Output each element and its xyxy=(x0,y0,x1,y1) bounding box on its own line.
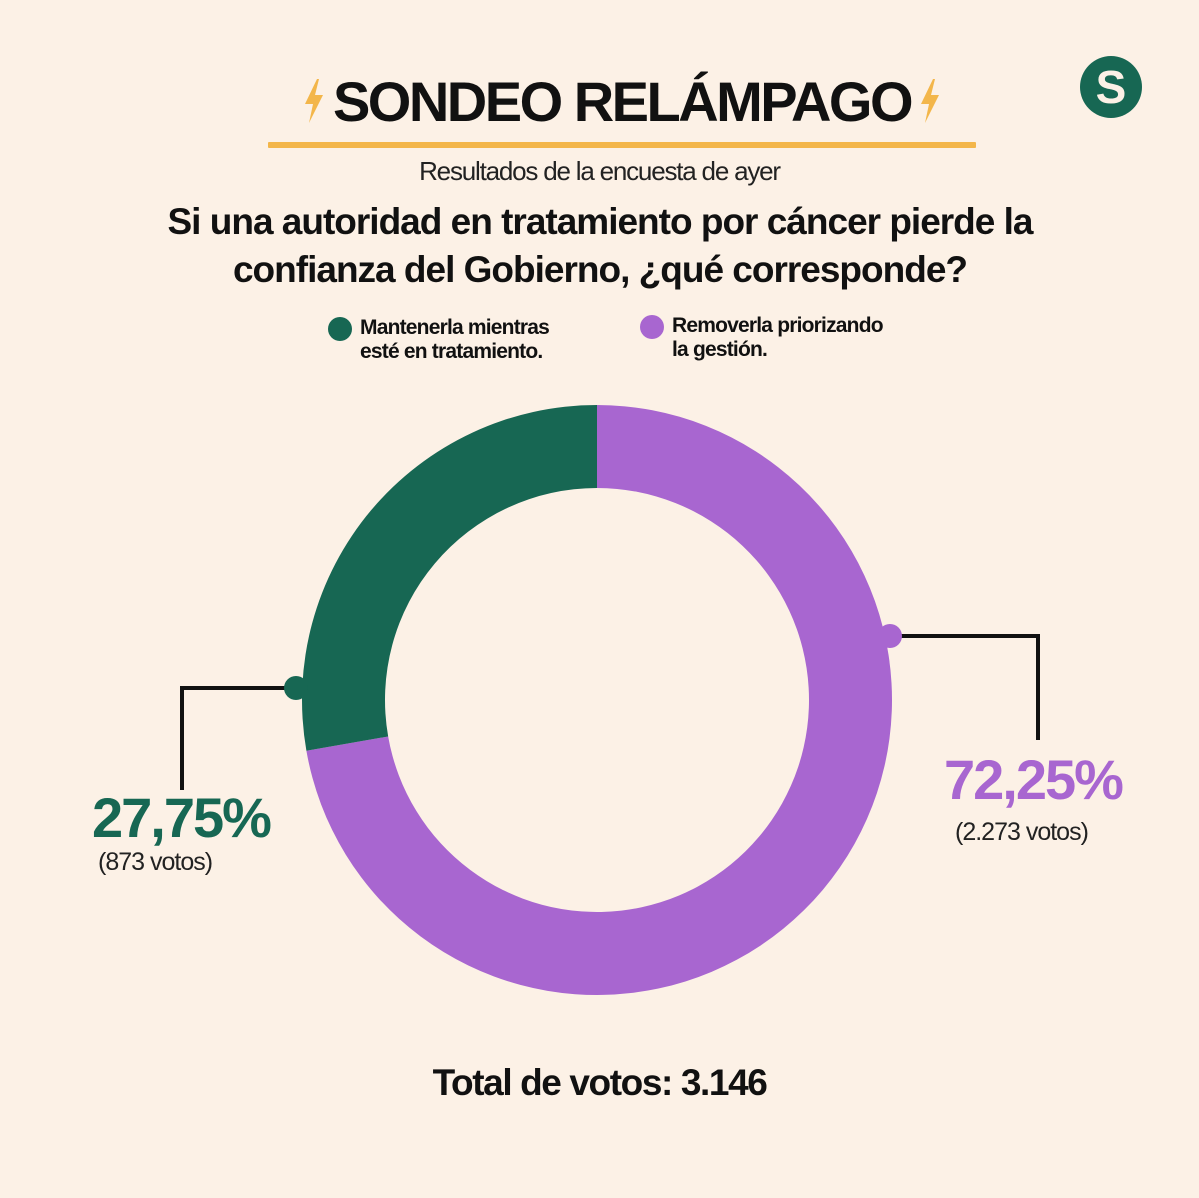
legend-dot-green xyxy=(328,317,352,341)
title-underline xyxy=(268,142,976,148)
legend-item-remove: Removerla priorizando la gestión. xyxy=(640,314,884,362)
lightning-bolt-icon xyxy=(921,79,940,123)
data-label-keep: 27,75% xyxy=(92,786,272,849)
brand-logo: S xyxy=(1080,56,1142,118)
legend-item-keep: Mantenerla mientras esté en tratamiento. xyxy=(328,316,550,364)
leader-line-green xyxy=(180,686,296,790)
total-votes: Total de votos: 3.146 xyxy=(432,1062,768,1103)
legend-label-keep: Mantenerla mientras esté en tratamiento. xyxy=(360,316,550,363)
votes-label-keep: (873 votos) xyxy=(98,848,213,876)
leader-dot-purple xyxy=(878,624,902,648)
legend-label-remove: Removerla priorizando la gestión. xyxy=(672,314,884,361)
donut-slice-keep xyxy=(302,405,597,751)
leader-line-purple xyxy=(890,634,1040,740)
leader-dot-green xyxy=(284,676,308,700)
header: SONDEO RELÁMPAGO xyxy=(268,62,976,150)
data-label-remove: 72,25% xyxy=(944,748,1124,811)
poll-question: Si una autoridad en tratamiento por cánc… xyxy=(167,201,1034,290)
votes-label-remove: (2.273 votos) xyxy=(955,818,1089,846)
lightning-bolt-icon xyxy=(304,79,323,123)
brand-logo-letter: S xyxy=(1095,61,1127,113)
page-title: SONDEO RELÁMPAGO xyxy=(332,69,914,133)
title-row: SONDEO RELÁMPAGO xyxy=(268,62,976,140)
subtitle: Resultados de la encuesta de ayer xyxy=(419,156,781,186)
legend-dot-purple xyxy=(640,315,664,339)
